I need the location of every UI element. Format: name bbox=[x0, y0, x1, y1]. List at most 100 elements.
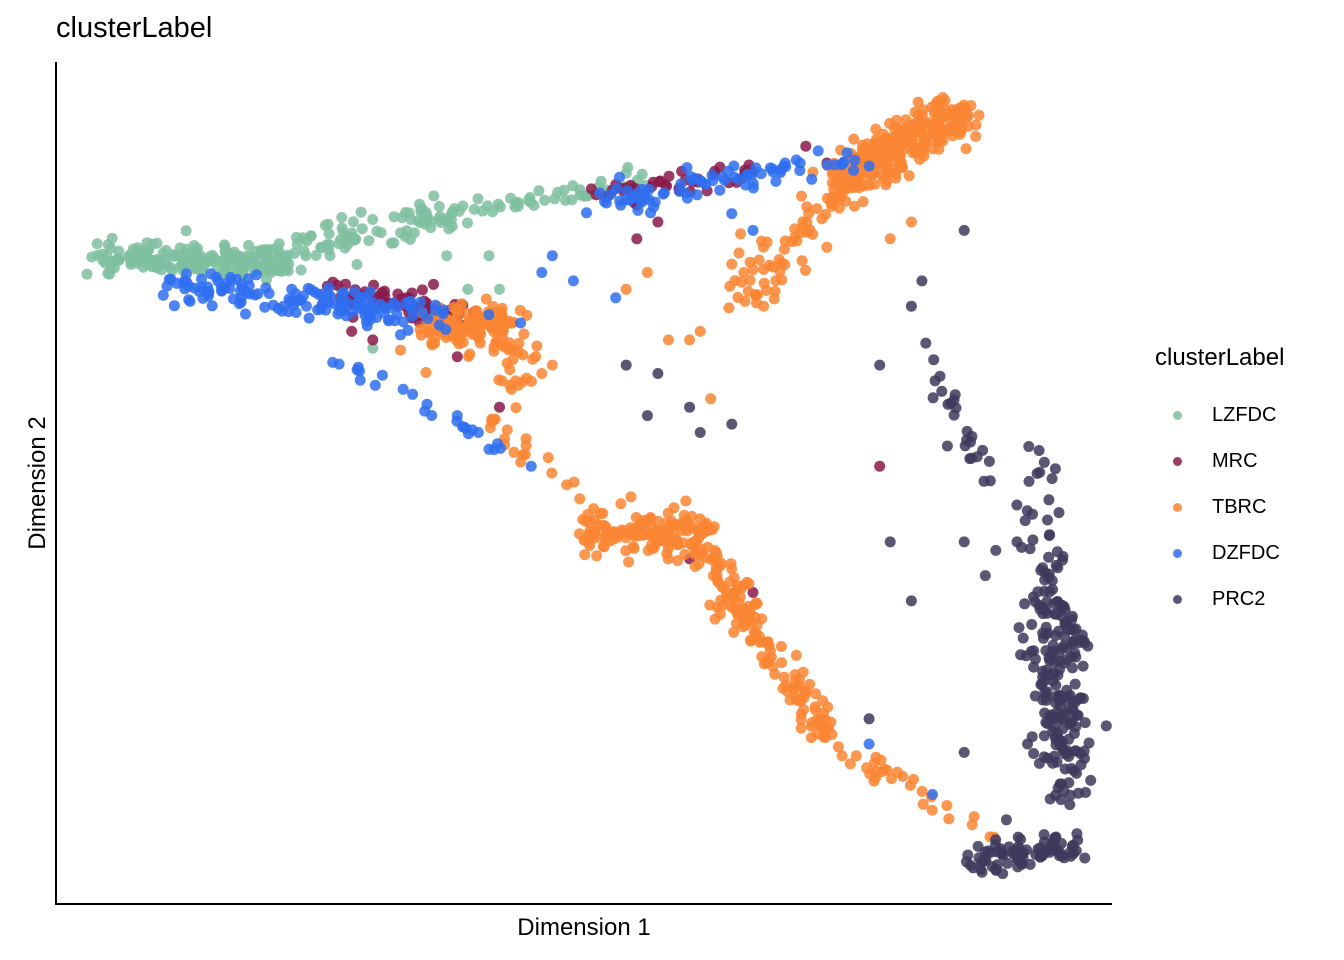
point-dzfdc bbox=[581, 207, 592, 219]
point-dzfdc bbox=[536, 267, 548, 278]
point-tbrc bbox=[508, 446, 520, 458]
point-tbrc bbox=[944, 123, 956, 135]
y-axis-label: Dimension 2 bbox=[24, 416, 51, 550]
point-lzfdc bbox=[433, 201, 445, 212]
point-tbrc bbox=[796, 255, 808, 267]
point-prc2 bbox=[1066, 638, 1078, 650]
point-tbrc bbox=[881, 764, 893, 776]
point-dzfdc bbox=[388, 297, 400, 309]
point-tbrc bbox=[775, 641, 787, 652]
point-dzfdc bbox=[614, 171, 625, 183]
point-dzfdc bbox=[332, 308, 344, 320]
point-prc2 bbox=[1038, 456, 1050, 468]
point-tbrc bbox=[759, 636, 770, 648]
point-dzfdc bbox=[351, 364, 363, 376]
point-tbrc bbox=[689, 561, 701, 572]
point-tbrc bbox=[903, 170, 915, 182]
point-lzfdc bbox=[195, 256, 207, 268]
point-prc2 bbox=[1057, 551, 1069, 562]
point-dzfdc bbox=[594, 187, 606, 199]
point-tbrc bbox=[710, 547, 722, 559]
point-tbrc bbox=[641, 267, 653, 278]
point-dzfdc bbox=[205, 268, 217, 280]
point-lzfdc bbox=[289, 247, 300, 259]
point-dzfdc bbox=[440, 324, 452, 335]
point-dzfdc bbox=[376, 369, 388, 381]
point-tbrc bbox=[795, 708, 807, 720]
point-dzfdc bbox=[740, 179, 752, 191]
point-prc2 bbox=[1017, 632, 1029, 644]
point-tbrc bbox=[415, 329, 427, 341]
point-prc2 bbox=[948, 409, 960, 421]
point-tbrc bbox=[480, 293, 492, 305]
point-lzfdc bbox=[351, 259, 363, 270]
point-prc2 bbox=[1022, 738, 1033, 750]
point-tbrc bbox=[768, 293, 780, 305]
point-dzfdc bbox=[790, 154, 802, 166]
point-mrc bbox=[800, 140, 812, 152]
legend-item-mrc: MRC bbox=[1155, 438, 1284, 484]
point-prc2 bbox=[1055, 794, 1067, 806]
point-tbrc bbox=[730, 603, 742, 615]
point-tbrc bbox=[955, 126, 967, 138]
point-lzfdc bbox=[367, 342, 379, 354]
point-dzfdc bbox=[483, 309, 495, 321]
point-prc2 bbox=[927, 392, 939, 404]
point-tbrc bbox=[932, 97, 944, 109]
point-prc2 bbox=[986, 861, 998, 873]
point-tbrc bbox=[890, 168, 901, 180]
point-tbrc bbox=[796, 190, 807, 202]
point-tbrc bbox=[733, 247, 745, 259]
point-prc2 bbox=[1033, 445, 1045, 456]
point-tbrc bbox=[743, 578, 755, 590]
point-lzfdc bbox=[243, 240, 255, 251]
point-prc2 bbox=[1053, 647, 1065, 659]
point-prc2 bbox=[1027, 534, 1039, 546]
point-dzfdc bbox=[407, 388, 419, 400]
point-dzfdc bbox=[419, 405, 431, 417]
point-prc2 bbox=[1058, 657, 1070, 669]
point-tbrc bbox=[654, 530, 666, 542]
point-prc2 bbox=[1058, 785, 1070, 797]
point-tbrc bbox=[816, 213, 828, 225]
point-lzfdc bbox=[539, 194, 551, 206]
point-tbrc bbox=[840, 195, 852, 207]
point-tbrc bbox=[640, 529, 652, 540]
point-lzfdc bbox=[107, 257, 119, 269]
point-prc2 bbox=[1064, 799, 1076, 811]
point-tbrc bbox=[776, 274, 788, 286]
point-tbrc bbox=[794, 693, 806, 705]
point-lzfdc bbox=[323, 228, 335, 240]
point-dzfdc bbox=[848, 164, 859, 176]
point-lzfdc bbox=[113, 245, 125, 257]
point-tbrc bbox=[758, 241, 769, 253]
point-prc2 bbox=[1064, 719, 1076, 730]
point-lzfdc bbox=[483, 250, 495, 262]
point-prc2 bbox=[1052, 562, 1064, 574]
point-prc2 bbox=[1100, 720, 1112, 732]
point-prc2 bbox=[941, 440, 953, 452]
point-dzfdc bbox=[812, 145, 824, 157]
point-tbrc bbox=[873, 138, 884, 150]
point-prc2 bbox=[1070, 696, 1082, 708]
point-tbrc bbox=[901, 123, 913, 135]
point-prc2 bbox=[1056, 610, 1068, 622]
point-tbrc bbox=[941, 110, 953, 122]
point-lzfdc bbox=[295, 264, 307, 276]
point-dzfdc bbox=[161, 280, 173, 292]
point-tbrc bbox=[546, 359, 558, 371]
point-tbrc bbox=[574, 528, 585, 540]
point-prc2 bbox=[1071, 709, 1083, 721]
point-lzfdc bbox=[333, 238, 345, 250]
point-mrc bbox=[494, 401, 505, 413]
point-dzfdc bbox=[323, 297, 335, 308]
point-dzfdc bbox=[770, 175, 782, 187]
point-tbrc bbox=[973, 109, 985, 121]
point-tbrc bbox=[561, 479, 573, 491]
point-dzfdc bbox=[206, 300, 218, 312]
point-lzfdc bbox=[347, 216, 359, 228]
point-prc2 bbox=[1075, 759, 1087, 771]
point-prc2 bbox=[1015, 649, 1027, 661]
point-tbrc bbox=[849, 200, 860, 212]
point-tbrc bbox=[517, 349, 529, 361]
